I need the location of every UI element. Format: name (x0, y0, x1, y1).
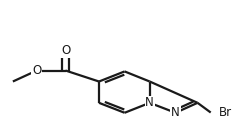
Text: O: O (61, 44, 70, 57)
Text: Br: Br (219, 106, 232, 119)
Text: N: N (171, 106, 180, 119)
Text: O: O (32, 64, 41, 77)
Text: N: N (145, 96, 154, 109)
